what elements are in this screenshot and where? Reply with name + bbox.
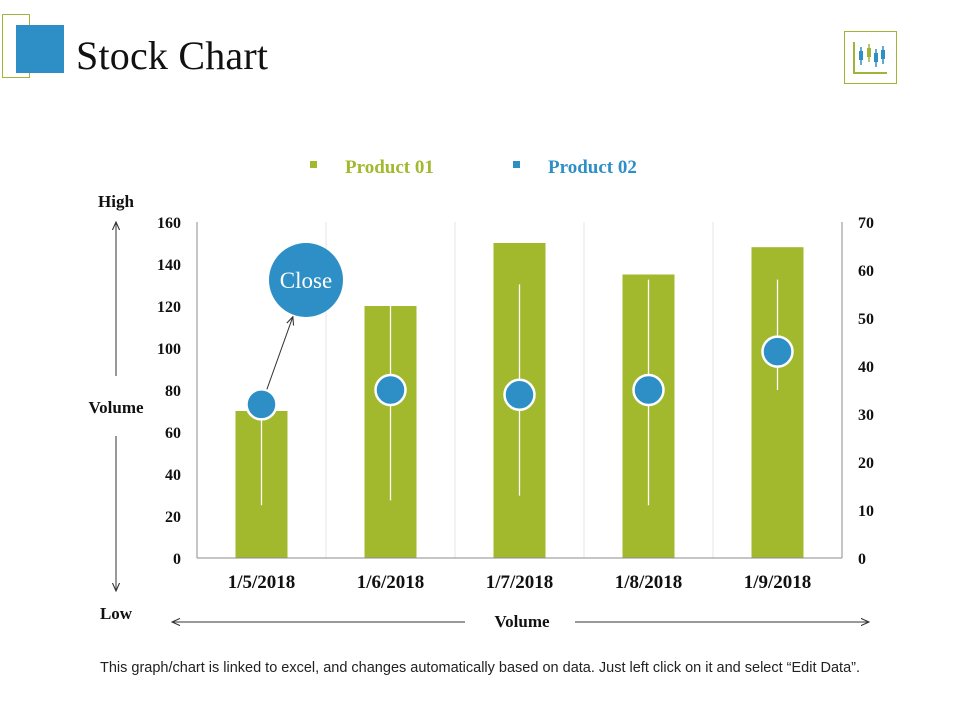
x-axis-category-label: 1/5/2018	[228, 572, 296, 593]
right-axis-tick-label: 40	[858, 359, 874, 376]
x-axis-category-label: 1/6/2018	[357, 572, 425, 593]
y-label-low: Low	[100, 604, 133, 623]
page-title: Stock Chart	[76, 33, 269, 78]
candlestick-chart-icon	[844, 31, 897, 84]
x-axis-title: Volume	[494, 612, 550, 631]
footer-note: This graph/chart is linked to excel, and…	[99, 660, 861, 676]
left-axis-tick-label: 120	[157, 299, 181, 316]
legend-label-product-01: Product 01	[345, 157, 434, 178]
left-axis-tick-label: 140	[157, 257, 181, 274]
left-axis-tick-label: 40	[165, 467, 181, 484]
right-axis-tick-label: 60	[858, 263, 874, 280]
stock-close-marker-3	[503, 378, 536, 412]
stock-close-marker-5	[761, 335, 794, 368]
candlestick-chart-icon-glyph	[853, 42, 887, 74]
left-axis-tick-label: 60	[165, 425, 181, 442]
right-axis-tick-label: 50	[858, 311, 874, 328]
x-axis-category-label: 1/9/2018	[744, 572, 812, 593]
annotation-arrow	[266, 317, 293, 390]
title-decoration-square	[16, 25, 64, 73]
annotation-close-label: Close	[280, 268, 332, 293]
x-axis-category-label: 1/8/2018	[615, 572, 683, 593]
left-axis-tick-label: 0	[173, 551, 181, 568]
left-axis-tick-label: 160	[157, 215, 181, 232]
legend-swatch-product-02	[513, 161, 520, 168]
x-axis-category-label: 1/7/2018	[486, 572, 554, 593]
y-axis-title: Volume	[88, 398, 144, 417]
stock-close-marker-1	[245, 388, 278, 421]
stock-close-marker-4	[632, 373, 665, 407]
left-axis-tick-label: 20	[165, 509, 181, 526]
right-axis-tick-label: 30	[858, 407, 874, 424]
left-axis-tick-label: 100	[157, 341, 181, 358]
right-axis-tick-label: 0	[858, 551, 866, 568]
right-axis-tick-label: 20	[858, 455, 874, 472]
annotation-close-bubble	[269, 243, 343, 317]
stock-close-marker-2	[374, 373, 407, 407]
legend-swatch-product-01	[310, 161, 317, 168]
left-axis-tick-label: 80	[165, 383, 181, 400]
right-axis-tick-label: 70	[858, 215, 874, 232]
right-axis-tick-label: 10	[858, 503, 874, 520]
y-label-high: High	[98, 192, 134, 211]
legend-label-product-02: Product 02	[548, 157, 637, 178]
